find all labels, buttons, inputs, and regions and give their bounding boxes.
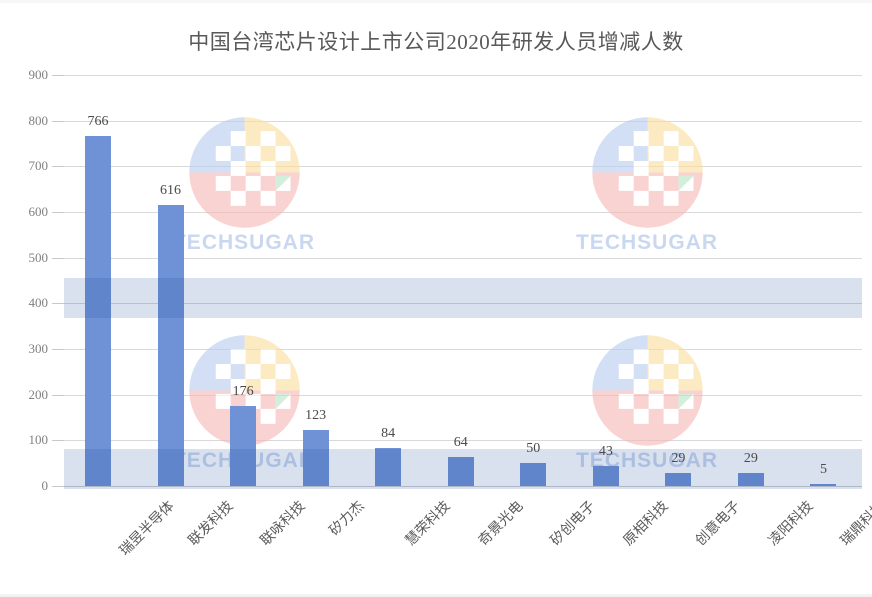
bar-value-label: 29 bbox=[743, 450, 758, 466]
x-tick-label: 联发科技 bbox=[185, 498, 236, 550]
bar-value-label: 29 bbox=[671, 450, 686, 466]
y-tick-mark bbox=[52, 75, 64, 76]
gridline bbox=[64, 166, 862, 168]
bar[interactable] bbox=[520, 463, 547, 486]
y-tick-label: 700 bbox=[28, 158, 49, 174]
bar-value-label: 5 bbox=[819, 461, 827, 477]
x-axis-labels: 瑞昱半导体 联发科技 联咏科技 矽力杰 慧荣科技 奇景光电 矽创电子 原相科技 创意电子 凌阳科技… bbox=[64, 492, 872, 592]
y-tick-label: 300 bbox=[28, 341, 49, 356]
top-rule bbox=[0, 0, 872, 3]
bar-value-label: 123 bbox=[305, 407, 327, 423]
y-tick-mark bbox=[52, 303, 64, 305]
bar[interactable] bbox=[375, 447, 402, 486]
y-tick-mark bbox=[52, 440, 64, 442]
y-axis-labels: 900 800 700 600 500 400 300 200 100 0 bbox=[8, 67, 49, 493]
bar-value-label: 43 bbox=[598, 444, 613, 460]
bar[interactable] bbox=[447, 456, 474, 486]
bar-value-label: 766 bbox=[87, 114, 109, 130]
watermark-shade-band bbox=[64, 278, 862, 318]
bar[interactable] bbox=[665, 472, 692, 486]
y-tick-mark bbox=[52, 486, 64, 487]
x-tick-label: 矽力杰 bbox=[326, 498, 368, 540]
plot-area: TECHSUGAR TECHSUGAR bbox=[64, 75, 862, 489]
y-tick-label: 900 bbox=[28, 67, 49, 82]
y-tick-label: 200 bbox=[28, 386, 49, 402]
bar-value-label: 50 bbox=[526, 441, 541, 457]
techsugar-logo-icon bbox=[590, 333, 705, 448]
x-tick-label: 奇景光电 bbox=[475, 498, 527, 550]
gridline bbox=[64, 486, 862, 487]
chart-title: 中国台湾芯片设计上市公司2020年研发人员增减人数 bbox=[188, 30, 684, 54]
gridline bbox=[64, 75, 862, 76]
watermark: TECHSUGAR bbox=[572, 115, 722, 265]
y-tick-label: 100 bbox=[28, 432, 49, 448]
bar-value-label: 64 bbox=[453, 434, 468, 450]
y-tick-mark bbox=[52, 120, 64, 122]
y-tick-mark bbox=[52, 257, 64, 259]
y-tick-label: 500 bbox=[28, 249, 49, 265]
gridline bbox=[64, 120, 862, 122]
y-tick-mark bbox=[52, 212, 64, 213]
x-tick-label: 原相科技 bbox=[621, 498, 672, 550]
bar-value-label: 616 bbox=[160, 182, 182, 198]
bar[interactable] bbox=[592, 466, 619, 486]
y-tick-label: 0 bbox=[41, 478, 49, 493]
y-axis-ticks bbox=[52, 75, 64, 487]
watermark-text: TECHSUGAR bbox=[172, 231, 315, 254]
gridline bbox=[64, 257, 862, 259]
x-tick-label: 矽创电子 bbox=[548, 498, 599, 550]
x-tick-label: 创意电子 bbox=[693, 498, 744, 550]
y-tick-label: 400 bbox=[28, 295, 49, 311]
bar[interactable] bbox=[737, 472, 764, 486]
y-tick-mark bbox=[52, 349, 64, 350]
bar[interactable] bbox=[810, 483, 837, 486]
x-tick-label: 瑞鼎科技 bbox=[838, 498, 872, 550]
bar-value-label: 84 bbox=[381, 425, 396, 441]
bar[interactable] bbox=[85, 136, 111, 486]
y-tick-label: 800 bbox=[28, 112, 49, 128]
gridline bbox=[64, 394, 862, 396]
gridline bbox=[64, 349, 862, 350]
gridline bbox=[64, 212, 862, 213]
watermark: TECHSUGAR bbox=[169, 115, 319, 265]
y-tick-label: 600 bbox=[28, 204, 49, 219]
x-tick-label: 联咏科技 bbox=[258, 498, 309, 550]
bar[interactable] bbox=[302, 429, 329, 486]
y-tick-mark bbox=[52, 166, 64, 168]
bar[interactable] bbox=[230, 405, 257, 486]
bar-value-label: 176 bbox=[232, 383, 254, 399]
x-tick-label: 慧荣科技 bbox=[403, 498, 454, 550]
gridline bbox=[64, 303, 862, 305]
watermark: TECHSUGAR bbox=[572, 333, 722, 483]
bottom-rule bbox=[0, 594, 872, 597]
y-tick-mark bbox=[52, 394, 64, 396]
watermark-text: TECHSUGAR bbox=[575, 231, 718, 254]
x-tick-label: 凌阳科技 bbox=[766, 498, 817, 550]
gridline bbox=[64, 440, 862, 442]
bar[interactable] bbox=[157, 204, 184, 486]
x-tick-label: 瑞昱半导体 bbox=[117, 498, 178, 559]
